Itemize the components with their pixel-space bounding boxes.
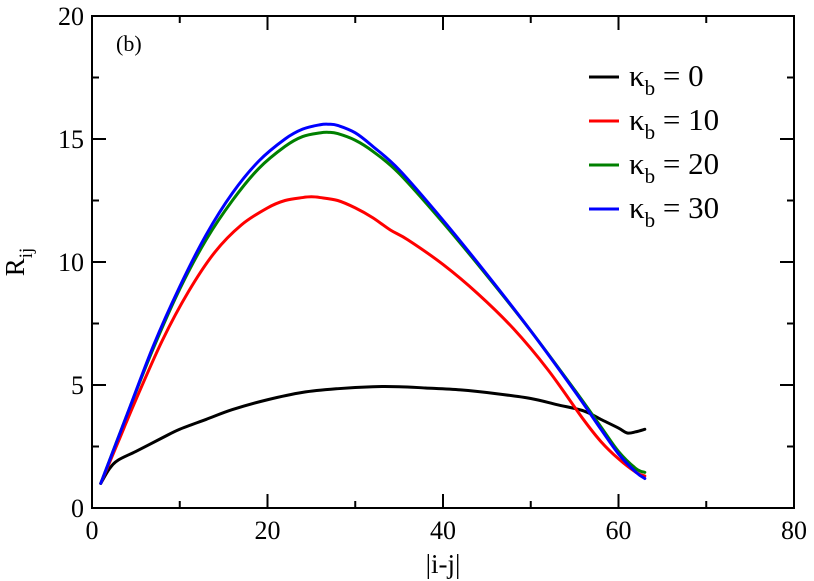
legend-symbol: κ — [629, 102, 645, 137]
legend-subscript: b — [645, 76, 656, 100]
x-tick-label: 20 — [255, 516, 281, 545]
legend-symbol: κ — [629, 190, 645, 225]
legend-subscript: b — [645, 120, 656, 144]
legend-subscript: b — [645, 164, 656, 188]
y-axis-label-sub: ij — [16, 248, 37, 259]
y-tick-label: 0 — [71, 494, 84, 523]
series-line-kappa-3 — [99, 122, 647, 485]
y-axis-label: Rij — [0, 248, 37, 277]
series-line-kappa-2 — [99, 130, 647, 485]
legend-subscript: b — [645, 208, 656, 232]
series-line-kappa-1 — [99, 195, 647, 485]
y-tick-label: 20 — [58, 2, 84, 31]
legend-symbol: κ — [629, 58, 645, 93]
legend-entry-label: κb = 10 — [629, 102, 719, 144]
x-tick-label: 40 — [430, 516, 456, 545]
tick-labels: 0 20 40 60 80 0 5 10 15 20 — [58, 2, 807, 545]
x-tick-label: 0 — [86, 516, 99, 545]
legend-value: = 30 — [655, 190, 719, 225]
legend-entry-label: κb = 30 — [629, 190, 719, 232]
y-axis-label-main: R — [0, 258, 30, 276]
y-tick-label: 10 — [58, 248, 84, 277]
tick-marks — [91, 15, 795, 509]
legend-entry-label: κb = 20 — [629, 146, 719, 188]
series-line-kappa-0 — [99, 385, 647, 485]
legend-entry-label: κb = 0 — [629, 58, 704, 100]
legend-value: = 20 — [655, 146, 719, 181]
legend-value: = 10 — [655, 102, 719, 137]
legend-symbol: κ — [629, 146, 645, 181]
x-tick-label: 80 — [781, 516, 807, 545]
y-tick-label: 15 — [58, 125, 84, 154]
legend-value: = 0 — [655, 58, 703, 93]
panel-label: (b) — [116, 31, 142, 56]
series-group — [99, 122, 647, 485]
x-tick-label: 60 — [606, 516, 632, 545]
y-tick-label: 5 — [71, 371, 84, 400]
x-axis-label: |i-j| — [426, 549, 461, 579]
